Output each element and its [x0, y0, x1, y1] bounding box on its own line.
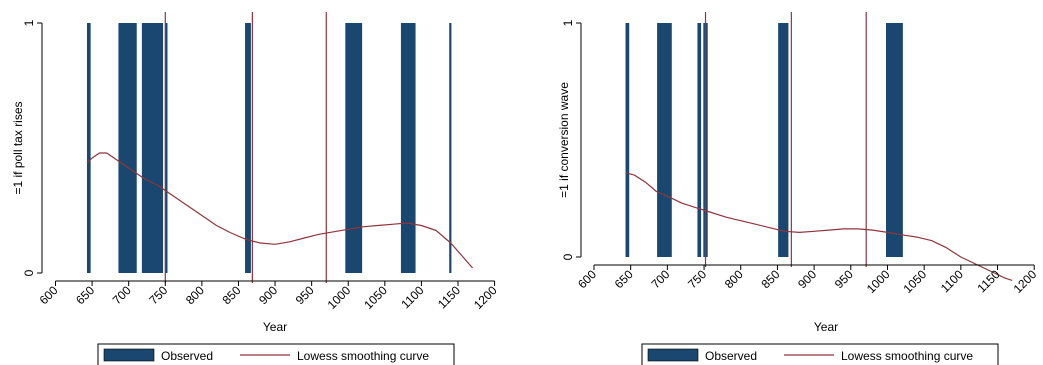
- x-tick-label: 800: [183, 283, 207, 307]
- legend-observed-swatch: [647, 348, 699, 362]
- x-tick-label: 950: [293, 283, 317, 307]
- x-tick-label: 800: [722, 267, 746, 291]
- lowess-curve: [86, 152, 474, 269]
- legend: Observed Lowess smoothing curve: [641, 343, 999, 365]
- x-tick-label: 900: [256, 283, 280, 307]
- legend-line-label: Lowess smoothing curve: [841, 349, 973, 363]
- x-tick-label: 1100: [938, 267, 966, 295]
- x-tick-label: 600: [37, 283, 61, 307]
- observed-bar-1: [625, 23, 630, 257]
- plot-area: [625, 12, 1013, 281]
- y-tick-label: 1: [561, 19, 575, 26]
- y-tick-label: 0: [561, 253, 575, 260]
- observed-bar-3: [141, 23, 164, 273]
- legend-observed-swatch: [103, 348, 155, 362]
- observed-bar-2: [118, 23, 137, 273]
- observed-bar-8: [449, 23, 452, 273]
- x-tick-label: 850: [758, 267, 782, 291]
- x-tick-label: 850: [220, 283, 244, 307]
- observed-bar-3: [697, 23, 702, 257]
- legend-line-label: Lowess smoothing curve: [297, 349, 429, 363]
- observed-bar-6: [345, 23, 363, 273]
- plot-area: [86, 12, 474, 283]
- x-tick-label: 650: [73, 283, 97, 307]
- x-tick-label: 750: [146, 283, 170, 307]
- x-tick-label: 1150: [435, 283, 463, 311]
- x-axis-label: Year: [263, 320, 287, 334]
- legend-observed-label: Observed: [161, 349, 213, 363]
- x-tick-label: 900: [795, 267, 819, 291]
- y-axis-label: =1 if conversion wave: [557, 82, 571, 198]
- x-tick-label: 1150: [974, 267, 1002, 295]
- x-tick-label: 1000: [325, 283, 354, 312]
- chart-conversion-wave: =1 if conversion wave Year Observed Lowe…: [557, 12, 1040, 365]
- y-tick-label: 0: [22, 269, 36, 276]
- x-axis-label: Year: [814, 320, 838, 334]
- x-tick-label: 650: [612, 267, 636, 291]
- legend-observed-label: Observed: [705, 349, 757, 363]
- chart-poll-tax: =1 if poll tax rises Year Observed Lowes…: [11, 12, 500, 365]
- observed-bar-4: [165, 23, 168, 273]
- x-tick-label: 700: [110, 283, 134, 307]
- observed-bar-1: [86, 23, 91, 273]
- y-axis-label: =1 if poll tax rises: [11, 101, 25, 194]
- x-tick-label: 1050: [900, 267, 929, 296]
- x-tick-label: 950: [832, 267, 856, 291]
- lowess-curve: [625, 172, 1013, 281]
- observed-bar-2: [657, 23, 672, 257]
- x-tick-label: 1050: [361, 283, 390, 312]
- observed-bar-6: [885, 23, 903, 257]
- x-tick-label: 700: [648, 267, 672, 291]
- x-tick-label: 1200: [1011, 267, 1040, 296]
- x-tick-label: 1100: [398, 283, 426, 311]
- observed-bar-5: [245, 23, 251, 273]
- observed-bar-5: [778, 23, 789, 257]
- x-tick-label: 600: [575, 267, 599, 291]
- x-tick-label: 1200: [471, 283, 500, 312]
- x-tick-label: 750: [685, 267, 709, 291]
- legend: Observed Lowess smoothing curve: [97, 343, 455, 365]
- observed-bar-7: [400, 23, 416, 273]
- y-tick-label: 1: [22, 19, 36, 26]
- x-tick-label: 1000: [864, 267, 893, 296]
